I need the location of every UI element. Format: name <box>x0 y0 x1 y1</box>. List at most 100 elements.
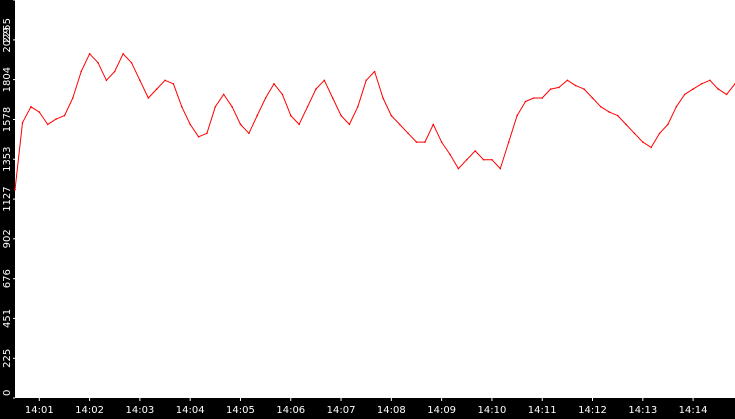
series-point <box>725 93 728 96</box>
x-tick-label: 14:13 <box>628 405 657 415</box>
series-point <box>709 79 711 82</box>
series-point <box>206 132 208 135</box>
y-tick-label: 1127 <box>2 186 13 211</box>
y-tick-label: 2255 <box>2 18 13 43</box>
series-point <box>516 114 518 117</box>
y-tick-label: 225 <box>2 349 13 368</box>
series-point <box>449 153 451 156</box>
x-tick-label: 14:09 <box>427 405 456 415</box>
x-tick-label: 14:07 <box>327 405 356 415</box>
series-point <box>80 70 82 73</box>
x-tick-label: 14:12 <box>578 405 607 415</box>
series-point <box>298 123 300 126</box>
series-point <box>432 123 435 126</box>
series-point <box>667 123 669 126</box>
x-tick-label: 14:06 <box>276 405 305 415</box>
series-point <box>290 114 292 117</box>
series-point <box>197 136 200 138</box>
series-point <box>214 106 217 108</box>
series-point <box>97 61 99 64</box>
series-point <box>348 123 351 126</box>
series-point <box>415 141 418 143</box>
x-tick-label: 14:08 <box>377 405 406 415</box>
series-point <box>616 114 619 117</box>
series-point <box>189 123 191 126</box>
series-point <box>239 123 242 126</box>
series-point <box>273 83 275 85</box>
y-tick-label: 676 <box>2 269 13 288</box>
x-tick-label: 14:03 <box>125 405 154 415</box>
series-point <box>541 97 543 99</box>
series-point <box>38 111 41 113</box>
series-point <box>625 123 627 126</box>
series-point <box>574 84 577 87</box>
y-tick-label: 1353 <box>2 146 13 171</box>
series-point <box>331 97 334 99</box>
series-point <box>315 88 317 90</box>
series-point <box>591 97 594 99</box>
series-point <box>491 158 493 161</box>
series-point <box>130 61 133 64</box>
series-point <box>357 106 359 108</box>
series-point <box>390 114 393 117</box>
x-tick-label: 14:11 <box>528 405 557 415</box>
series-point <box>424 141 426 143</box>
series-point <box>382 97 384 99</box>
series-point <box>482 158 485 161</box>
series-point <box>21 121 24 124</box>
y-tick-label: 2029 <box>2 27 13 52</box>
series-point <box>566 79 569 82</box>
series-point <box>306 106 309 108</box>
y-tick-label: 1804 <box>2 67 13 92</box>
series-point <box>30 106 32 108</box>
series-point <box>549 88 552 90</box>
series-point <box>147 97 150 99</box>
series-point <box>700 83 703 85</box>
series-point <box>164 79 166 82</box>
series-point <box>155 88 158 90</box>
x-tick-label: 14:10 <box>478 405 507 415</box>
series-point <box>373 70 376 73</box>
series-point <box>692 88 694 90</box>
series-point <box>600 106 602 108</box>
series-point <box>440 141 443 143</box>
series-point <box>248 132 250 135</box>
series-point <box>281 93 284 96</box>
series-point <box>256 114 259 117</box>
series-point <box>675 106 678 108</box>
series-point <box>172 83 175 85</box>
series-point <box>46 123 49 126</box>
series-point <box>717 88 719 90</box>
series-point <box>608 111 611 113</box>
series-point <box>507 141 510 143</box>
series-point <box>398 123 401 126</box>
series-point <box>113 70 116 73</box>
series-point <box>105 79 108 82</box>
series-point <box>457 167 460 170</box>
series-point <box>139 79 141 82</box>
y-tick-label: 451 <box>2 309 13 328</box>
series-point <box>650 146 652 149</box>
series-point <box>533 97 535 99</box>
series-point <box>683 93 686 96</box>
series-point <box>72 97 74 99</box>
series-point <box>340 114 342 117</box>
y-tick-label: 1578 <box>2 107 13 132</box>
series-point <box>264 97 267 99</box>
series-point <box>63 114 66 117</box>
series-point <box>524 100 527 103</box>
series-point <box>407 132 409 135</box>
x-tick-label: 14:01 <box>25 405 54 415</box>
plot-area <box>15 0 735 398</box>
x-tick-label: 14:02 <box>75 405 104 415</box>
series-point <box>558 86 560 89</box>
series-point <box>365 79 368 82</box>
series-point <box>55 118 57 120</box>
series-point <box>466 158 468 161</box>
series-point <box>499 167 502 170</box>
series-point <box>642 141 644 143</box>
series-point <box>231 106 233 108</box>
series-point <box>14 188 16 191</box>
